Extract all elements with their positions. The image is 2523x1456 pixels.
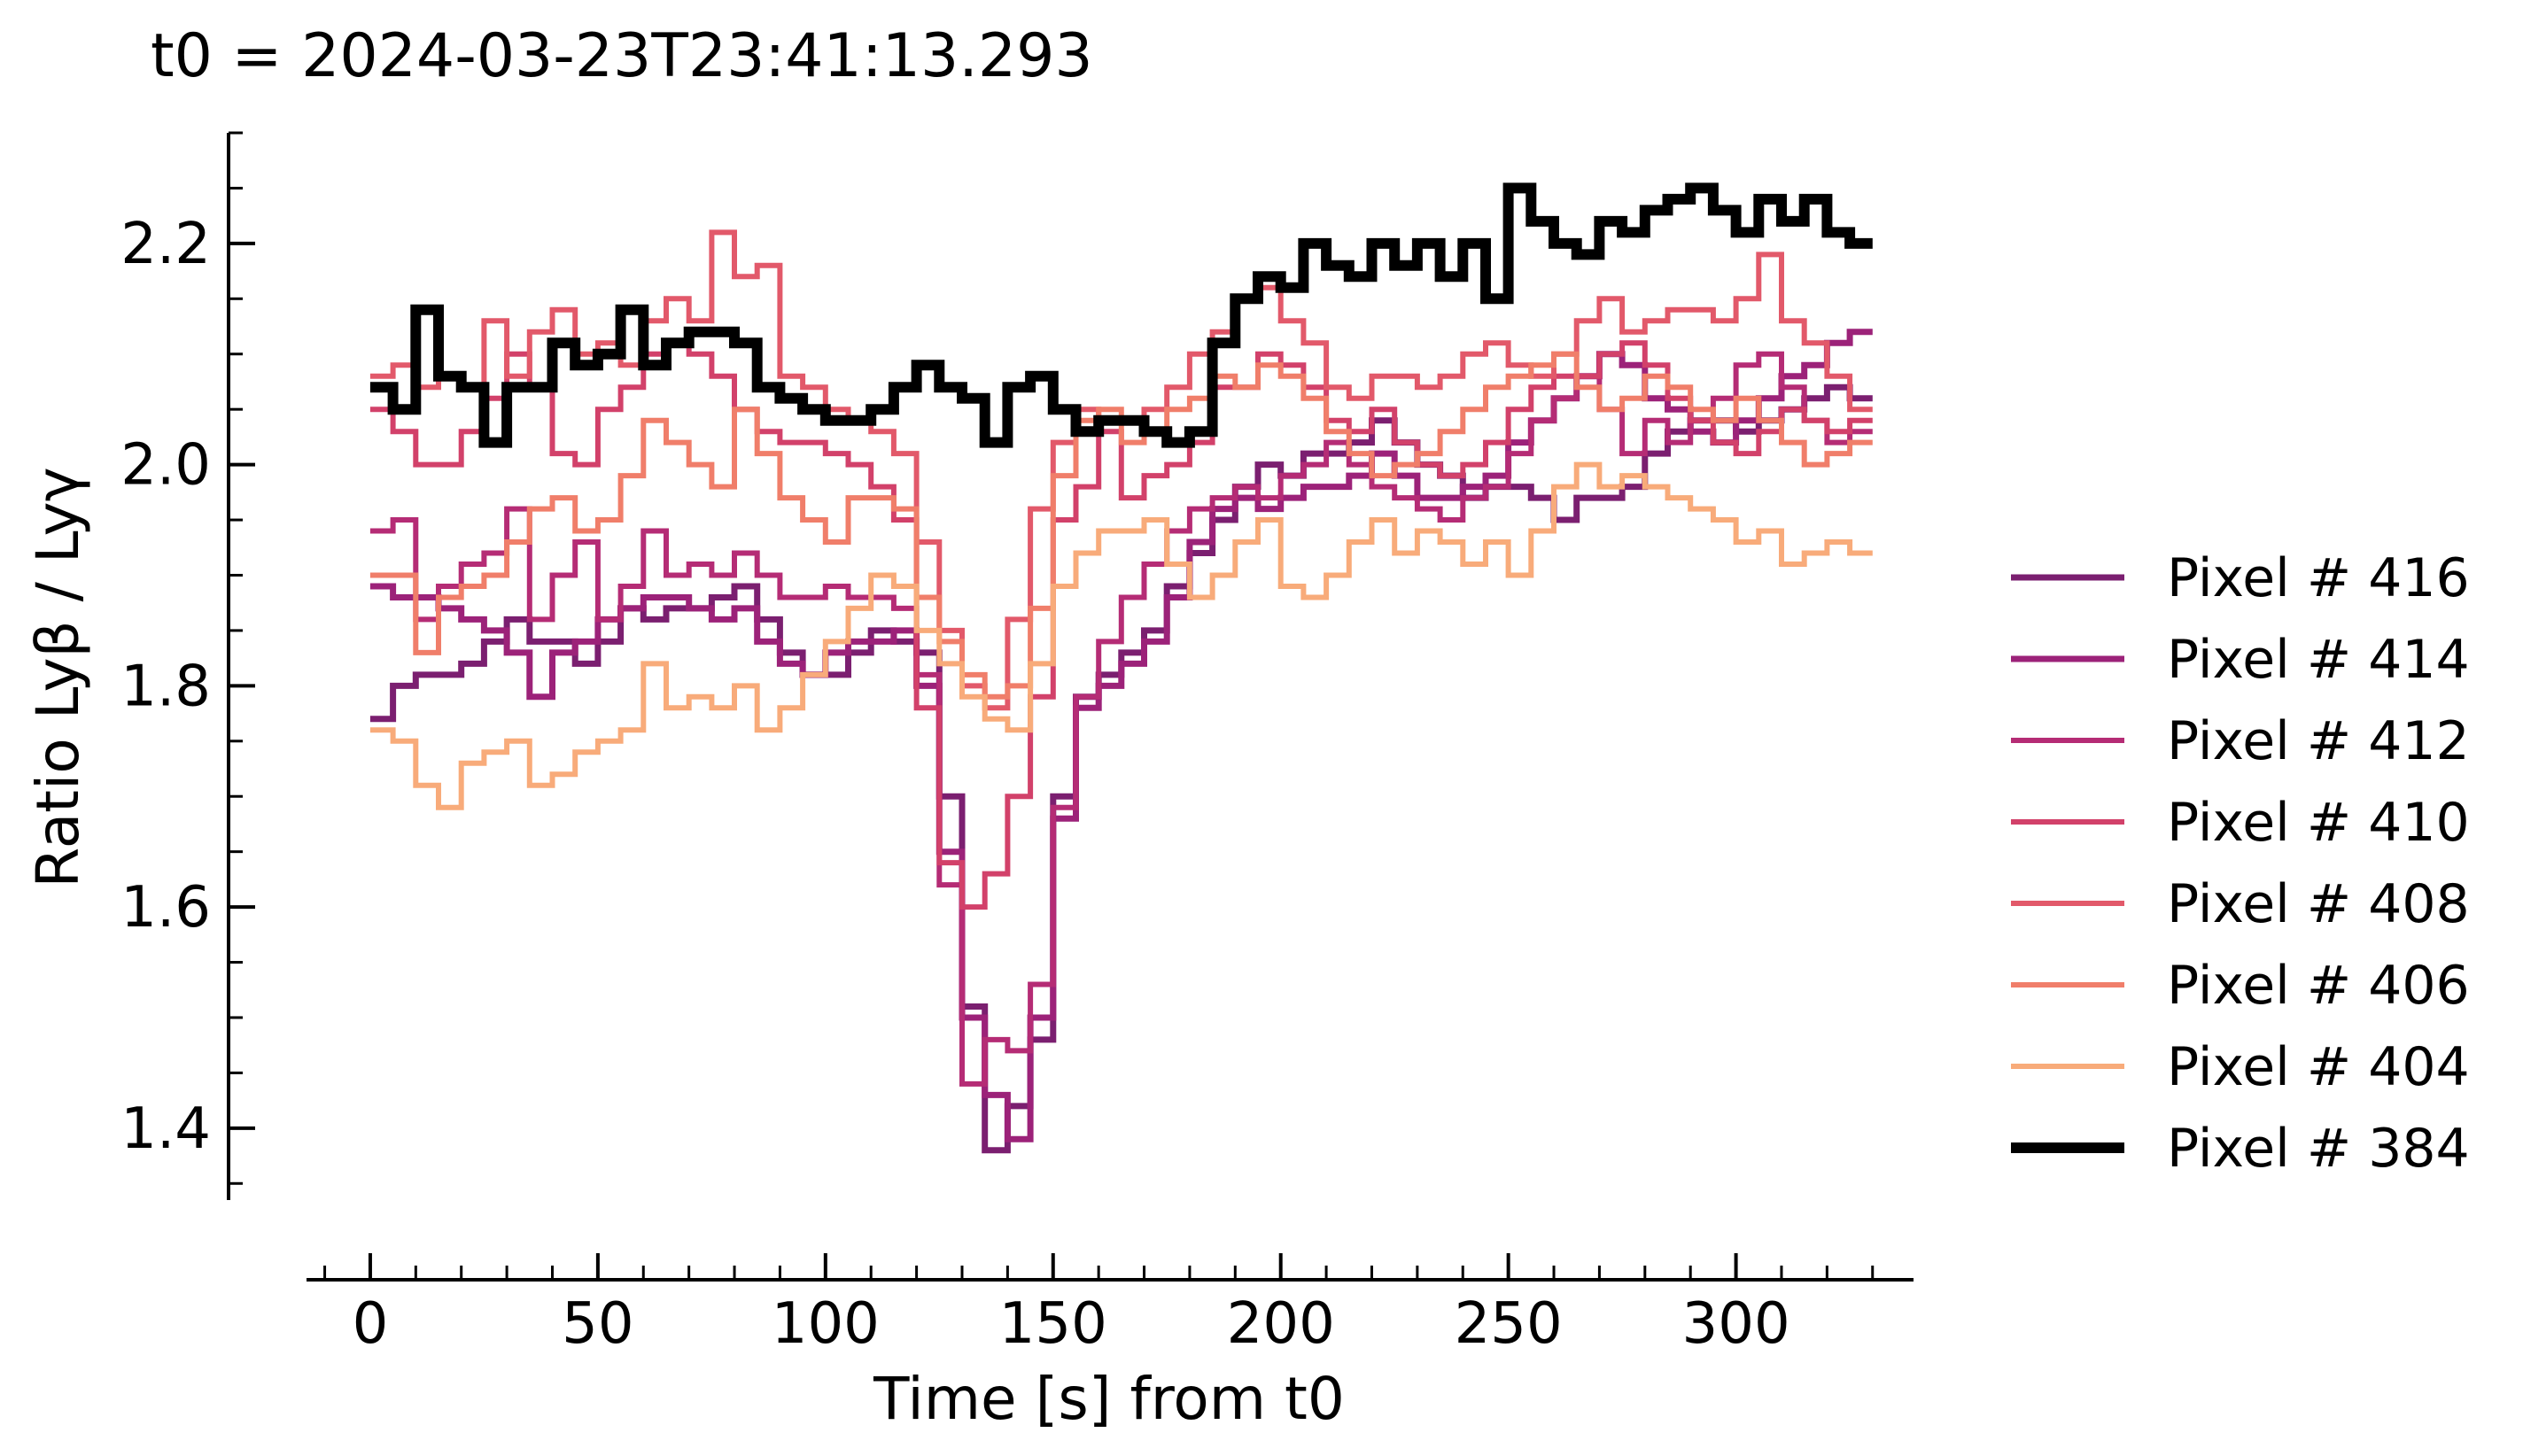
legend-label-2: Pixel # 412 (2167, 710, 2470, 772)
legend-label-5: Pixel # 406 (2167, 955, 2470, 1017)
series-line-5 (369, 351, 1873, 700)
legend-label-4: Pixel # 408 (2167, 873, 2470, 935)
x-tick-label: 100 (772, 1291, 880, 1357)
x-axis: 0 50 100 150 200 250 300 (307, 1253, 1914, 1357)
series-line-2 (369, 351, 1873, 1087)
y-tick-label: 2.2 (120, 212, 211, 277)
chart-title: t0 = 2024-03-23T23:41:13.293 (151, 21, 1093, 91)
y-tick-label: 1.6 (120, 875, 211, 941)
x-tick-label: 50 (562, 1291, 633, 1357)
series-line-6 (369, 461, 1873, 810)
y-tick-label: 1.8 (120, 654, 211, 719)
legend-label-1: Pixel # 414 (2167, 629, 2470, 691)
legend-label-0: Pixel # 416 (2167, 547, 2470, 609)
y-axis: 1.4 1.6 1.8 2.0 2.2 (120, 131, 255, 1200)
y-tick-label: 2.0 (120, 433, 211, 499)
legend-label-6: Pixel # 404 (2167, 1036, 2470, 1098)
y-axis-label: Ratio Lyβ / Lyγ (24, 467, 92, 887)
legend-label-3: Pixel # 410 (2167, 792, 2470, 854)
x-tick-label: 250 (1455, 1291, 1563, 1357)
legend-label-7: Pixel # 384 (2167, 1118, 2470, 1180)
series-line-3 (369, 340, 1873, 910)
x-axis-label: Time [s] from t0 (873, 1365, 1345, 1433)
series-line-0 (369, 383, 1873, 1154)
series-group (369, 182, 1873, 1154)
x-tick-label: 150 (999, 1291, 1107, 1357)
y-tick-label: 1.4 (120, 1096, 211, 1162)
x-tick-label: 200 (1227, 1291, 1335, 1357)
x-tick-label: 0 (353, 1291, 389, 1357)
series-line-7 (369, 182, 1873, 448)
x-tick-label: 300 (1682, 1291, 1790, 1357)
legend: Pixel # 416 Pixel # 414 Pixel # 412 Pixel #… (2011, 547, 2470, 1180)
